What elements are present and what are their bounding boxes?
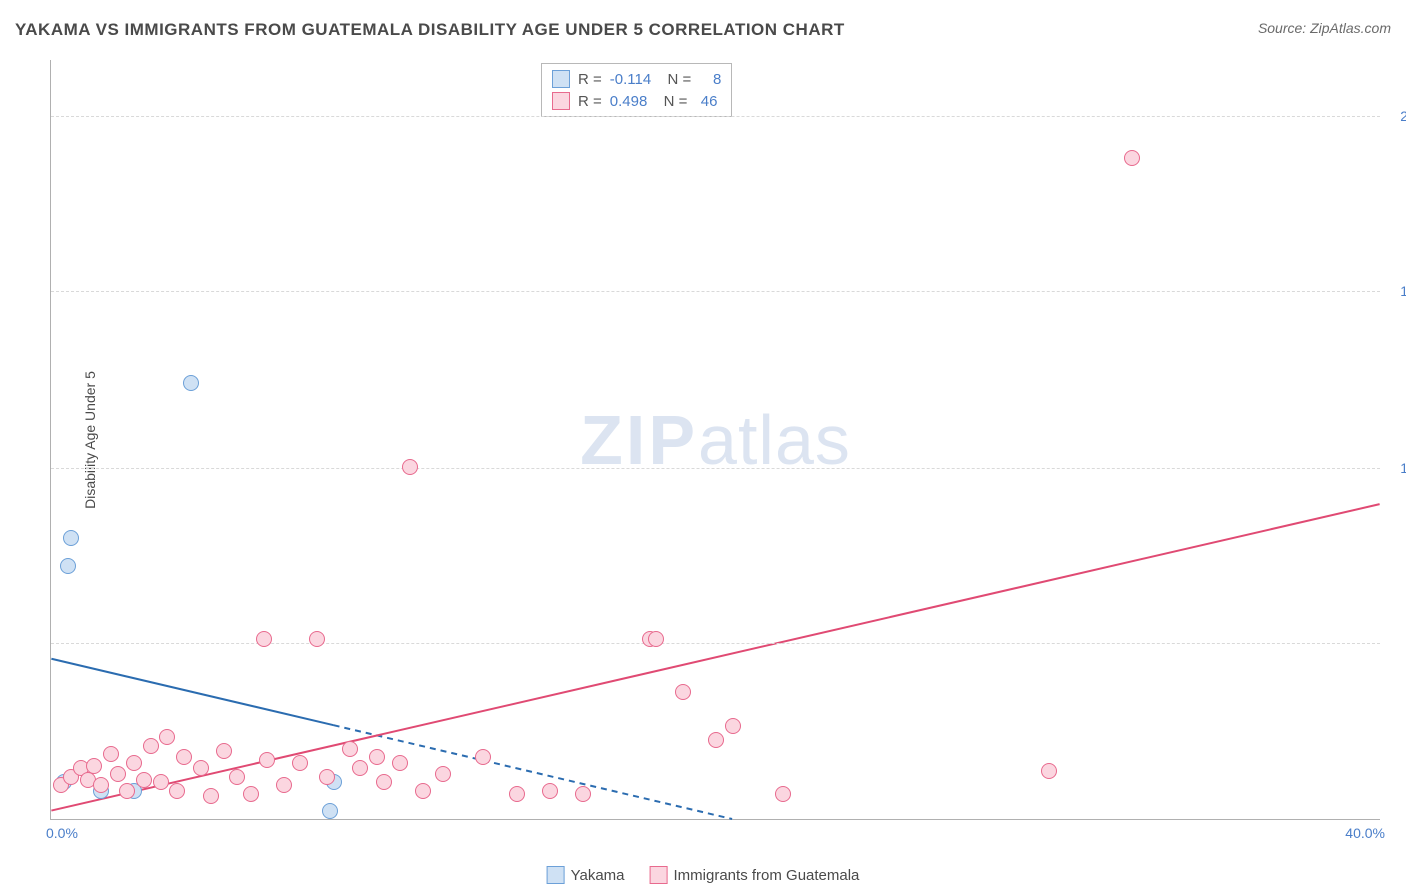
scatter-point <box>322 803 338 819</box>
scatter-point <box>309 631 325 647</box>
scatter-point <box>276 777 292 793</box>
chart-title: YAKAMA VS IMMIGRANTS FROM GUATEMALA DISA… <box>15 20 845 39</box>
scatter-point <box>169 783 185 799</box>
scatter-point <box>725 718 741 734</box>
r-label: R = <box>578 71 602 88</box>
scatter-point <box>259 752 275 768</box>
scatter-point <box>256 631 272 647</box>
scatter-point <box>93 777 109 793</box>
scatter-point <box>708 732 724 748</box>
series-legend-label: Immigrants from Guatemala <box>674 867 860 884</box>
scatter-point <box>1124 150 1140 166</box>
scatter-point <box>369 749 385 765</box>
y-tick-label: 18.8% <box>1390 283 1406 299</box>
scatter-point <box>103 746 119 762</box>
y-tick-label: 12.5% <box>1390 460 1406 476</box>
scatter-point <box>575 786 591 802</box>
r-value: -0.114 <box>610 71 651 88</box>
scatter-point <box>126 755 142 771</box>
r-value: 0.498 <box>610 93 648 110</box>
gridline <box>51 116 1380 117</box>
scatter-point <box>435 766 451 782</box>
scatter-point <box>216 743 232 759</box>
scatter-point <box>119 783 135 799</box>
trend-lines-layer <box>51 60 1380 819</box>
scatter-point <box>193 760 209 776</box>
scatter-point <box>176 749 192 765</box>
y-tick-label: 25.0% <box>1390 108 1406 124</box>
scatter-point <box>1041 763 1057 779</box>
x-axis-max: 40.0% <box>1345 825 1385 841</box>
r-label: R = <box>578 93 602 110</box>
scatter-point <box>648 631 664 647</box>
scatter-point <box>229 769 245 785</box>
scatter-point <box>392 755 408 771</box>
scatter-point <box>143 738 159 754</box>
scatter-point <box>415 783 431 799</box>
correlation-legend: R = -0.114 N = 8R = 0.498 N = 46 <box>541 63 732 117</box>
scatter-point <box>183 375 199 391</box>
legend-swatch <box>547 866 565 884</box>
series-legend-label: Yakama <box>571 867 625 884</box>
scatter-point <box>86 758 102 774</box>
gridline <box>51 468 1380 469</box>
gridline <box>51 643 1380 644</box>
legend-swatch <box>552 70 570 88</box>
scatter-point <box>319 769 335 785</box>
y-tick-label: 6.3% <box>1390 635 1406 651</box>
x-axis-origin: 0.0% <box>46 825 78 841</box>
legend-swatch <box>552 92 570 110</box>
correlation-legend-row: R = 0.498 N = 46 <box>552 90 721 112</box>
scatter-point <box>402 459 418 475</box>
scatter-point <box>542 783 558 799</box>
scatter-point <box>352 760 368 776</box>
scatter-point <box>153 774 169 790</box>
scatter-point <box>243 786 259 802</box>
y-axis-label: Disability Age Under 5 <box>82 371 98 509</box>
series-legend-item: Immigrants from Guatemala <box>650 866 860 884</box>
scatter-point <box>509 786 525 802</box>
series-legend: Yakama Immigrants from Guatemala <box>547 866 860 884</box>
scatter-point <box>376 774 392 790</box>
scatter-point <box>675 684 691 700</box>
n-value: 8 <box>699 71 721 88</box>
scatter-point <box>475 749 491 765</box>
scatter-point <box>110 766 126 782</box>
scatter-point <box>203 788 219 804</box>
scatter-point <box>136 772 152 788</box>
scatter-point <box>292 755 308 771</box>
scatter-plot-area: Disability Age Under 5 ZIPatlas R = -0.1… <box>50 60 1380 820</box>
series-legend-item: Yakama <box>547 866 625 884</box>
legend-swatch <box>650 866 668 884</box>
source-attribution: Source: ZipAtlas.com <box>1258 20 1391 36</box>
correlation-legend-row: R = -0.114 N = 8 <box>552 68 721 90</box>
n-label: N = <box>655 93 687 110</box>
scatter-point <box>159 729 175 745</box>
gridline <box>51 291 1380 292</box>
n-value: 46 <box>695 93 717 110</box>
scatter-point <box>63 530 79 546</box>
scatter-point <box>775 786 791 802</box>
scatter-point <box>342 741 358 757</box>
scatter-point <box>60 558 76 574</box>
n-label: N = <box>659 71 691 88</box>
